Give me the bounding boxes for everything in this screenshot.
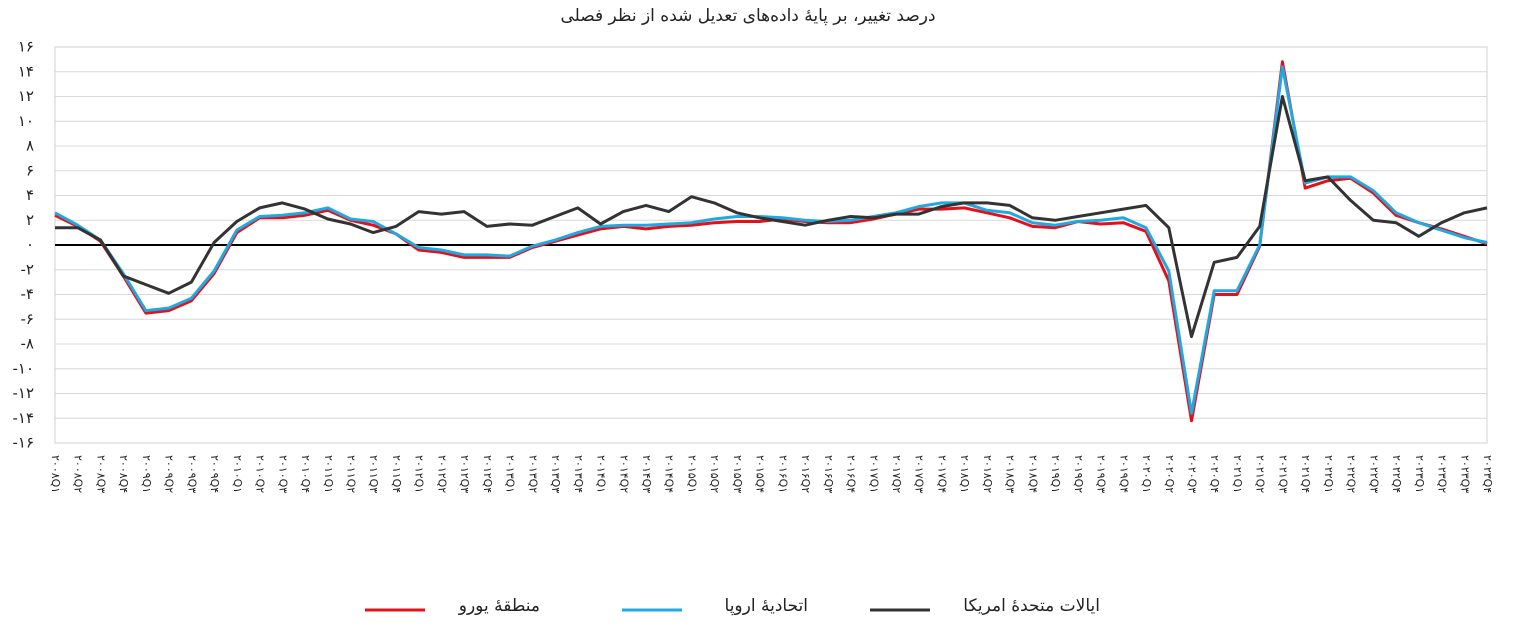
x-tick-label: ۲۰۲۲Q۳ xyxy=(1367,455,1380,493)
x-tick-label: ۲۰۱۳Q۴ xyxy=(572,455,585,493)
x-tick-label: ۲۰۰۹Q۳ xyxy=(185,455,198,493)
x-tick-label: ۲۰۱۰Q۱ xyxy=(231,455,244,493)
x-tick-label: ۲۰۱۹Q۴ xyxy=(1117,455,1130,493)
x-tick-label: ۲۰۱۷Q۱ xyxy=(867,455,880,493)
x-tick-label: ۲۰۱۷Q۲ xyxy=(890,455,903,493)
x-tick-label: ۲۰۱۶Q۱ xyxy=(776,455,789,493)
legend-label: ایالات متحدهٔ امریکا xyxy=(963,596,1100,616)
chart-title: درصد تغییر، بر پایهٔ داده‌های تعدیل شده … xyxy=(560,6,935,26)
x-tick-label: ۲۰۲۱Q۱ xyxy=(1231,455,1244,493)
x-tick-label: ۲۰۱۹Q۲ xyxy=(1072,455,1085,493)
x-tick-label: ۲۰۱۰Q۴ xyxy=(299,455,312,493)
x-tick-label: ۲۰۱۵Q۴ xyxy=(754,455,767,493)
x-tick-label: ۲۰۱۲Q۳ xyxy=(458,455,471,493)
y-tick-label: -۴ xyxy=(21,285,34,303)
y-tick-label: ۱۲ xyxy=(18,87,34,105)
y-tick-label: ۶ xyxy=(26,161,34,179)
x-tick-label: ۲۰۱۳Q۱ xyxy=(504,455,517,493)
x-tick-label: ۲۰۱۴Q۱ xyxy=(595,455,608,493)
x-tick-label: ۲۰۱۸Q۳ xyxy=(1004,455,1017,493)
x-tick-label: ۲۰۱۶Q۲ xyxy=(799,455,812,493)
x-tick-label: ۲۰۱۴Q۳ xyxy=(640,455,653,493)
x-tick-label: ۲۰۱۱Q۴ xyxy=(390,455,403,493)
x-tick-label: ۲۰۱۹Q۳ xyxy=(1095,455,1108,493)
y-tick-label: ۱۴ xyxy=(18,62,34,80)
y-tick-label: -۱۴ xyxy=(12,409,34,427)
x-tick-label: ۲۰۱۳Q۲ xyxy=(526,455,539,493)
x-tick-label: ۲۰۰۸Q۳ xyxy=(94,455,107,493)
x-tick-label: ۲۰۲۲Q۲ xyxy=(1345,455,1358,493)
x-tick-label: ۲۰۱۸Q۴ xyxy=(1026,455,1039,493)
x-tick-label: ۲۰۱۷Q۳ xyxy=(913,455,926,493)
x-tick-label: ۲۰۲۳Q۳ xyxy=(1458,455,1471,493)
x-tick-label: ۲۰۲۱Q۳ xyxy=(1276,455,1289,493)
x-tick-label: ۲۰۱۷Q۴ xyxy=(935,455,948,493)
x-tick-label: ۲۰۲۳Q۴ xyxy=(1481,455,1494,493)
x-tick-label: ۲۰۲۰Q۴ xyxy=(1208,455,1221,493)
x-tick-label: ۲۰۲۰Q۲ xyxy=(1163,455,1176,493)
x-tick-label: ۲۰۰۸Q۲ xyxy=(72,455,85,493)
y-tick-label: -۱۲ xyxy=(12,384,34,402)
y-tick-label: ۱۶ xyxy=(18,38,34,56)
y-tick-label: -۱۰ xyxy=(12,359,34,377)
series-line xyxy=(55,95,1488,339)
x-tick-label: ۲۰۰۹Q۲ xyxy=(163,455,176,493)
x-tick-label: ۲۰۲۱Q۲ xyxy=(1254,455,1267,493)
y-tick-label: -۱۶ xyxy=(12,434,34,452)
x-tick-label: ۲۰۱۲Q۱ xyxy=(413,455,426,493)
x-tick-label: ۲۰۰۹Q۴ xyxy=(208,455,221,493)
series-line xyxy=(54,60,1488,423)
x-tick-label: ۲۰۱۵Q۱ xyxy=(685,455,698,493)
x-tick-label: ۲۰۱۶Q۳ xyxy=(822,455,835,493)
x-tick-label: ۲۰۲۳Q۱ xyxy=(1413,455,1426,493)
x-tick-label: ۲۰۱۴Q۲ xyxy=(617,455,630,493)
x-tick-label: ۲۰۱۰Q۳ xyxy=(276,455,289,493)
x-tick-label: ۲۰۱۱Q۲ xyxy=(344,455,357,493)
x-tick-label: ۲۰۱۱Q۳ xyxy=(367,455,380,493)
y-tick-label: -۶ xyxy=(21,310,34,328)
x-tick-label: ۲۰۲۲Q۴ xyxy=(1390,455,1403,493)
x-tick-label: ۲۰۲۳Q۲ xyxy=(1436,455,1449,493)
legend-label: منطقهٔ یورو xyxy=(458,596,540,616)
x-tick-label: ۲۰۰۸Q۴ xyxy=(117,455,130,493)
x-tick-label: ۲۰۲۰Q۳ xyxy=(1186,455,1199,493)
x-tick-label: ۲۰۱۸Q۱ xyxy=(958,455,971,493)
legend-label: اتحادیهٔ اروپا xyxy=(725,596,808,616)
x-tick-label: ۲۰۲۲Q۱ xyxy=(1322,455,1335,493)
y-tick-label: -۸ xyxy=(21,335,34,353)
x-tick-label: ۲۰۱۵Q۲ xyxy=(708,455,721,493)
y-tick-label: -۲ xyxy=(21,260,34,278)
x-tick-label: ۲۰۱۲Q۲ xyxy=(435,455,448,493)
y-tick-label: ۲ xyxy=(26,211,34,229)
x-tick-label: ۲۰۲۰Q۱ xyxy=(1140,455,1153,493)
x-tick-label: ۲۰۱۳Q۳ xyxy=(549,455,562,493)
x-tick-label: ۲۰۰۸Q۱ xyxy=(49,455,62,493)
x-tick-label: ۲۰۱۱Q۱ xyxy=(322,455,335,493)
x-tick-label: ۲۰۰۹Q۱ xyxy=(140,455,153,493)
x-tick-label: ۲۰۱۲Q۴ xyxy=(481,455,494,493)
series-line xyxy=(54,65,1488,415)
x-tick-label: ۲۰۲۱Q۴ xyxy=(1299,455,1312,493)
y-tick-label: ۸ xyxy=(26,137,34,155)
x-tick-label: ۲۰۱۹Q۱ xyxy=(1049,455,1062,493)
y-tick-label: ۱۰ xyxy=(18,112,34,130)
y-tick-label: ۰ xyxy=(26,236,34,254)
y-tick-label: ۴ xyxy=(26,186,34,204)
x-tick-label: ۲۰۱۶Q۴ xyxy=(845,455,858,493)
x-tick-label: ۲۰۱۰Q۲ xyxy=(254,455,267,493)
x-tick-label: ۲۰۱۴Q۴ xyxy=(663,455,676,493)
x-tick-label: ۲۰۱۵Q۳ xyxy=(731,455,744,493)
x-tick-label: ۲۰۱۸Q۲ xyxy=(981,455,994,493)
